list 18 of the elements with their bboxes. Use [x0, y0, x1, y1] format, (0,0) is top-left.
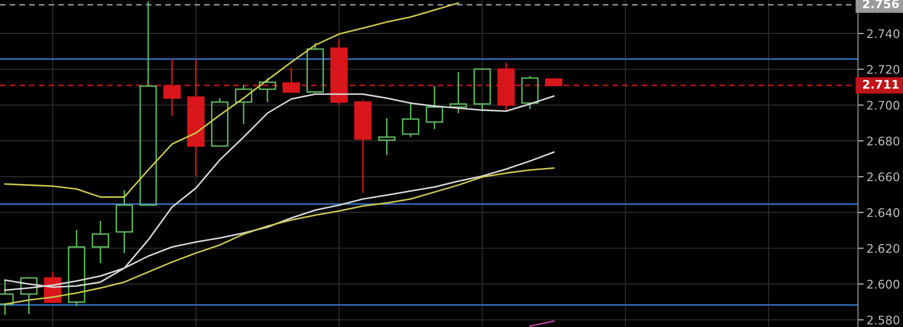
candlestick — [163, 58, 181, 117]
y-tick-label: 2.640 — [867, 208, 900, 218]
y-tick-label: 2.580 — [867, 316, 900, 324]
candlestick — [234, 84, 252, 125]
y-tick-label: 2.600 — [867, 280, 900, 289]
y-tick-label: 2.660 — [867, 172, 900, 182]
y-tick-label: 2.620 — [867, 244, 900, 253]
candlestick — [116, 189, 133, 254]
candlestick — [92, 220, 110, 264]
ref-line-label: 2.711 — [863, 80, 899, 89]
candlestick — [378, 117, 396, 156]
y-tick-label: 2.720 — [867, 64, 900, 74]
y-tick-label: 2.740 — [867, 29, 900, 38]
line-series — [4, 167, 555, 305]
y-tick-label: 2.680 — [867, 136, 900, 146]
line-series — [4, 2, 460, 198]
y-tick-label: 2.700 — [867, 100, 900, 110]
candlestick — [282, 67, 300, 93]
